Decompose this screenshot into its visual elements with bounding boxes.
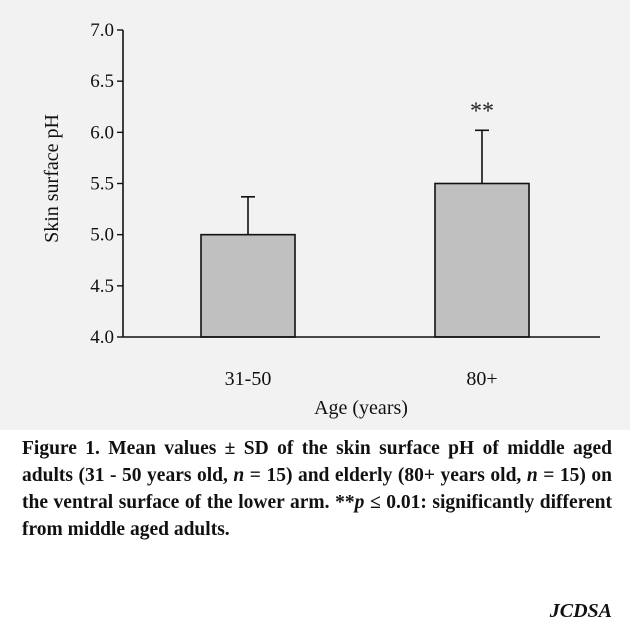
caption-part: n — [526, 465, 538, 486]
figure-panel: 31-50 ** 80+ 4.0 4.5 5.0 5.5 6.0 6.5 7.0 Age (year… — [0, 0, 630, 430]
figure-caption: Figure 1. Mean values ± SD of the skin s… — [22, 435, 612, 543]
bar-80+ — [434, 182, 530, 338]
y-tick-label: 5.0 — [90, 225, 114, 246]
x-tick-label: 31-50 — [225, 368, 272, 390]
significance-marker: ** — [470, 98, 494, 124]
y-tick-label: 7.0 — [90, 20, 114, 41]
caption-part: p — [354, 492, 365, 513]
y-axis-title: Skin surface pH — [41, 114, 63, 243]
journal-abbreviation: JCDSA — [549, 600, 612, 622]
y-tick-label: 5.5 — [90, 174, 114, 195]
y-tick-label: 6.5 — [90, 71, 114, 92]
x-axis-title: Age (years) — [314, 397, 408, 419]
caption-part: = 15) and elderly (80+ years old, — [244, 465, 527, 486]
bar-chart: 31-50 ** 80+ 4.0 4.5 5.0 5.5 6.0 6.5 7.0 Age (year… — [41, 20, 600, 419]
caption-part: n — [233, 465, 245, 486]
caption-part: ≤ 0.01: significantly different from mid… — [22, 492, 612, 540]
y-tick-label: 6.0 — [90, 122, 114, 143]
caption-part: = 15) on the ventral surface of the lowe… — [22, 465, 612, 513]
bar-31-50 — [200, 233, 296, 338]
y-tick-label: 4.0 — [90, 327, 114, 348]
x-tick-label: 80+ — [466, 368, 497, 390]
caption-part: Figure 1. Mean values ± SD of the skin s… — [22, 438, 612, 486]
y-tick-label: 4.5 — [90, 276, 114, 297]
